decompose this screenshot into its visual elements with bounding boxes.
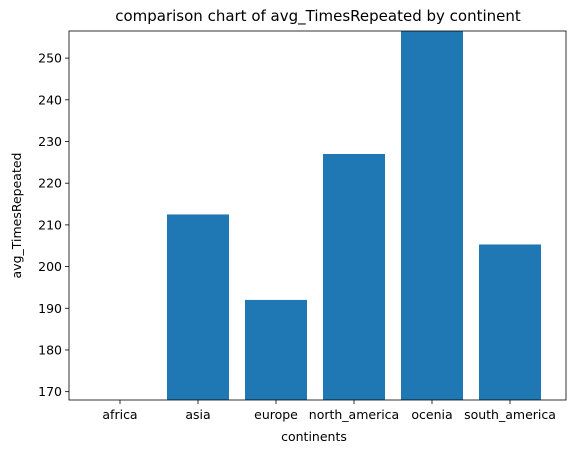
bar-asia bbox=[167, 214, 229, 400]
y-axis-label: avg_TimesRepeated bbox=[9, 153, 24, 279]
bar-north_america bbox=[323, 154, 385, 400]
x-tick-label: ocenia bbox=[411, 407, 452, 422]
bar-south_america bbox=[479, 244, 541, 400]
x-tick-label: europe bbox=[254, 407, 298, 422]
plot-frame bbox=[68, 30, 567, 401]
y-axis: 170 180 190 200 210 220 230 240 250 bbox=[38, 51, 69, 399]
x-axis: africa asia europe north_america ocenia south… bbox=[102, 400, 556, 422]
y-tick-label: 240 bbox=[38, 92, 62, 107]
chart-title: comparison chart of avg_TimesRepeated by… bbox=[115, 7, 521, 26]
x-tick-label: south_america bbox=[464, 407, 556, 422]
y-tick-label: 250 bbox=[38, 51, 62, 66]
y-tick-label: 220 bbox=[38, 176, 62, 191]
x-tick-label: asia bbox=[185, 407, 210, 422]
x-tick-label: africa bbox=[102, 407, 137, 422]
y-tick-label: 210 bbox=[38, 217, 62, 232]
x-tick-label: north_america bbox=[309, 407, 399, 422]
y-tick-label: 180 bbox=[38, 342, 62, 357]
bar-ocenia bbox=[401, 31, 463, 400]
x-axis-label: continents bbox=[281, 429, 347, 444]
y-tick-label: 190 bbox=[38, 301, 62, 316]
y-tick-label: 230 bbox=[38, 134, 62, 149]
y-tick-label: 200 bbox=[38, 259, 62, 274]
plot-area bbox=[167, 31, 541, 400]
bar-europe bbox=[245, 299, 307, 400]
y-tick-label: 170 bbox=[38, 384, 62, 399]
